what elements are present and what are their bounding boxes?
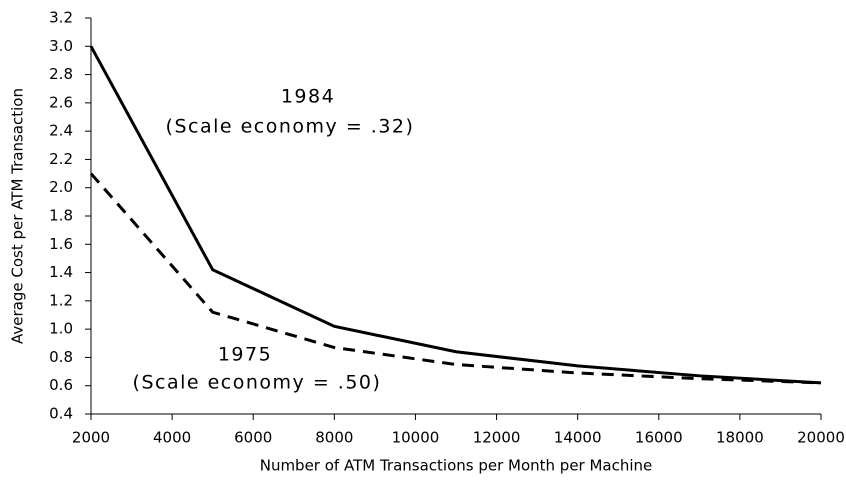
y-tick-label: 2.6 (49, 93, 73, 111)
x-tick-label: 2000 (72, 429, 110, 447)
y-tick-label: 2.8 (49, 65, 73, 83)
y-tick-label: 0.8 (49, 348, 73, 366)
y-tick-label: 0.6 (49, 376, 73, 394)
y-tick-label: 2.0 (49, 178, 73, 196)
x-tick-label: 20000 (797, 429, 845, 447)
line (89, 45, 822, 385)
y-tick-label: 0.4 (49, 405, 73, 423)
y-axis-label: Average Cost per ATM Transaction (9, 88, 27, 344)
x-tick-label: 4000 (153, 429, 191, 447)
x-tick-label: 12000 (473, 429, 521, 447)
y-tick-label: 3.2 (49, 9, 73, 27)
y-tick-label: 1.6 (49, 235, 73, 253)
x-axis-label: Number of ATM Transactions per Month per… (260, 457, 653, 475)
y-tick-label: 3.0 (49, 37, 73, 55)
x-tick-label: 8000 (315, 429, 353, 447)
y-tick-label: 2.4 (49, 122, 73, 140)
x-tick-label: 16000 (635, 429, 683, 447)
annotation: (Scale economy = .32) (166, 116, 415, 138)
y-tick-label: 1.4 (49, 263, 73, 281)
x-tick-label: 6000 (234, 429, 272, 447)
y-tick-label: 1.2 (49, 291, 73, 309)
y-tick-label: 2.2 (49, 150, 73, 168)
annotation: (Scale economy = .50) (133, 372, 382, 394)
x-tick-label: 14000 (554, 429, 602, 447)
x-tick-label: 18000 (716, 429, 764, 447)
line (89, 172, 822, 385)
x-tick-label: 10000 (392, 429, 440, 447)
series-label: 1975 (218, 344, 272, 366)
y-tick-label: 1.0 (49, 320, 73, 338)
y-tick-label: 1.8 (49, 207, 73, 225)
series-label: 1984 (281, 86, 335, 108)
